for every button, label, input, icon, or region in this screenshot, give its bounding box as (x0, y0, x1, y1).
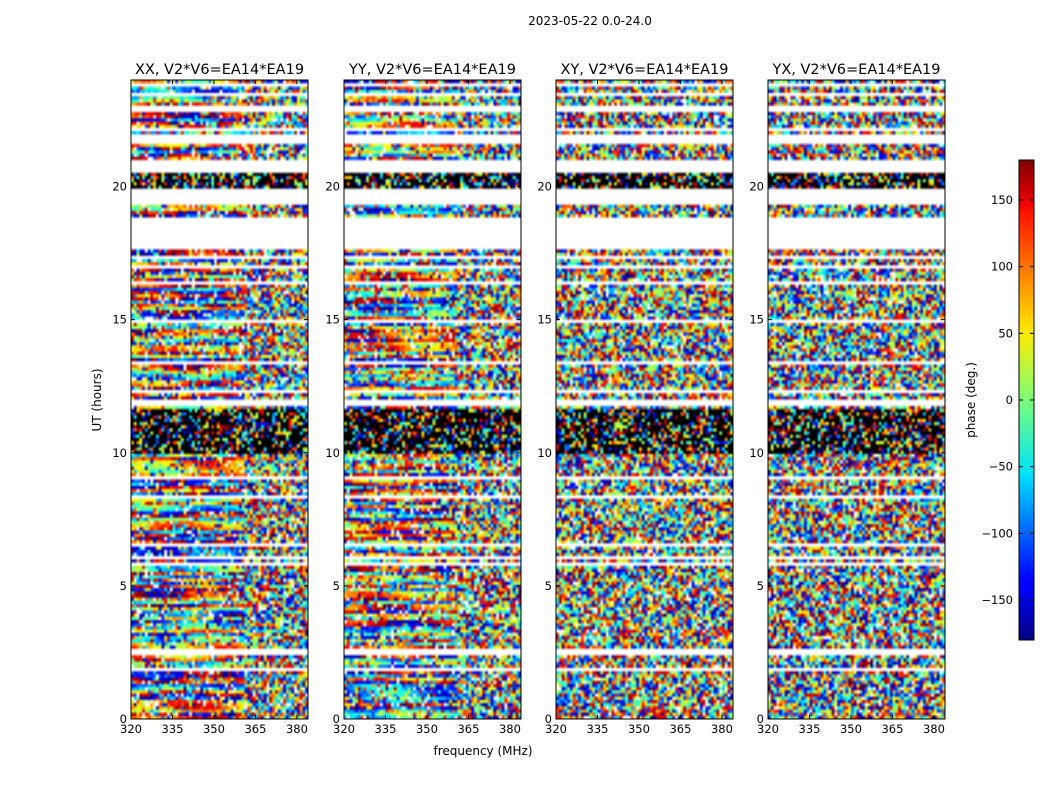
y-tick-label: 20 (537, 180, 552, 194)
colorbar-tick-label: −50 (989, 460, 1013, 474)
y-tick-label: 5 (333, 579, 340, 593)
panel-title: XY, V2*V6=EA14*EA19 (560, 62, 728, 78)
panel-title: XX, V2*V6=EA14*EA19 (135, 62, 304, 78)
y-tick-label: 10 (325, 446, 340, 460)
panel-frame (343, 79, 522, 720)
figure-suptitle: 2023-05-22 0.0-24.0 (528, 14, 652, 28)
colorbar-tick-label: 50 (998, 326, 1013, 340)
x-tick-label: 335 (799, 722, 821, 736)
panel-xx: XX, V2*V6=EA14*EA19 320 335 350 365 380 0 5 10 15… (112, 62, 309, 736)
y-tick-label: 20 (112, 180, 127, 194)
x-tick-label: 350 (628, 722, 650, 736)
panel-frame (130, 79, 309, 720)
x-tick-label: 335 (162, 722, 184, 736)
x-tick-label: 320 (333, 722, 355, 736)
y-tick-label: 10 (112, 446, 127, 460)
x-axis-label: frequency (MHz) (433, 744, 532, 758)
y-tick-label: 10 (749, 446, 764, 460)
x-tick-label: 320 (120, 722, 142, 736)
x-tick-label: 350 (840, 722, 862, 736)
y-tick-label: 10 (537, 446, 552, 460)
x-tick-label: 365 (244, 722, 266, 736)
x-tick-label: 380 (286, 722, 308, 736)
colorbar-tick-label: −100 (981, 526, 1013, 540)
y-tick-label: 15 (325, 313, 340, 327)
y-tick-label: 5 (757, 579, 764, 593)
y-tick-label: 5 (120, 579, 127, 593)
colorbar: −150 −100 −50 0 50 100 150 phase (deg.) (964, 159, 1035, 641)
y-tick-label: 0 (333, 712, 340, 726)
y-tick-label: 20 (749, 180, 764, 194)
panel-title: YY, V2*V6=EA14*EA19 (348, 62, 516, 78)
panel-yy: YY, V2*V6=EA14*EA19 320 335 350 365 380 0 5 10 15… (325, 62, 522, 736)
x-tick-label: 380 (499, 722, 521, 736)
colorbar-tick-label: 100 (991, 260, 1013, 274)
y-tick-label: 15 (112, 313, 127, 327)
y-tick-label: 5 (545, 579, 552, 593)
colorbar-label: phase (deg.) (964, 362, 978, 438)
x-tick-label: 380 (923, 722, 945, 736)
phase-heatmap (344, 80, 521, 719)
y-axis-label: UT (hours) (90, 368, 104, 431)
y-tick-label: 0 (545, 712, 552, 726)
panel-frame (555, 79, 734, 720)
colorbar-tick-label: 150 (991, 193, 1013, 207)
y-tick-label: 20 (325, 180, 340, 194)
colorbar-tick-label: 0 (1006, 393, 1013, 407)
panel-frame (767, 79, 946, 720)
x-tick-label: 365 (457, 722, 479, 736)
panel-title: YX, V2*V6=EA14*EA19 (771, 62, 940, 78)
x-tick-label: 365 (669, 722, 691, 736)
x-tick-label: 350 (203, 722, 225, 736)
panel-xy: XY, V2*V6=EA14*EA19 320 335 350 365 380 0 5 10 15… (537, 62, 734, 736)
x-tick-label: 365 (881, 722, 903, 736)
x-tick-label: 350 (416, 722, 438, 736)
x-tick-label: 380 (711, 722, 733, 736)
y-tick-label: 15 (749, 313, 764, 327)
phase-heatmap (556, 80, 733, 719)
x-tick-label: 320 (545, 722, 567, 736)
panel-yx: YX, V2*V6=EA14*EA19 320 335 350 365 380 0 5 10 15… (749, 62, 946, 736)
x-tick-label: 335 (587, 722, 609, 736)
y-tick-label: 0 (120, 712, 127, 726)
phase-heatmap (131, 80, 308, 719)
x-tick-label: 320 (757, 722, 779, 736)
y-tick-label: 0 (757, 712, 764, 726)
y-tick-label: 15 (537, 313, 552, 327)
colorbar-tick-label: −150 (981, 593, 1013, 607)
phase-heatmap (768, 80, 945, 719)
x-tick-label: 335 (375, 722, 397, 736)
